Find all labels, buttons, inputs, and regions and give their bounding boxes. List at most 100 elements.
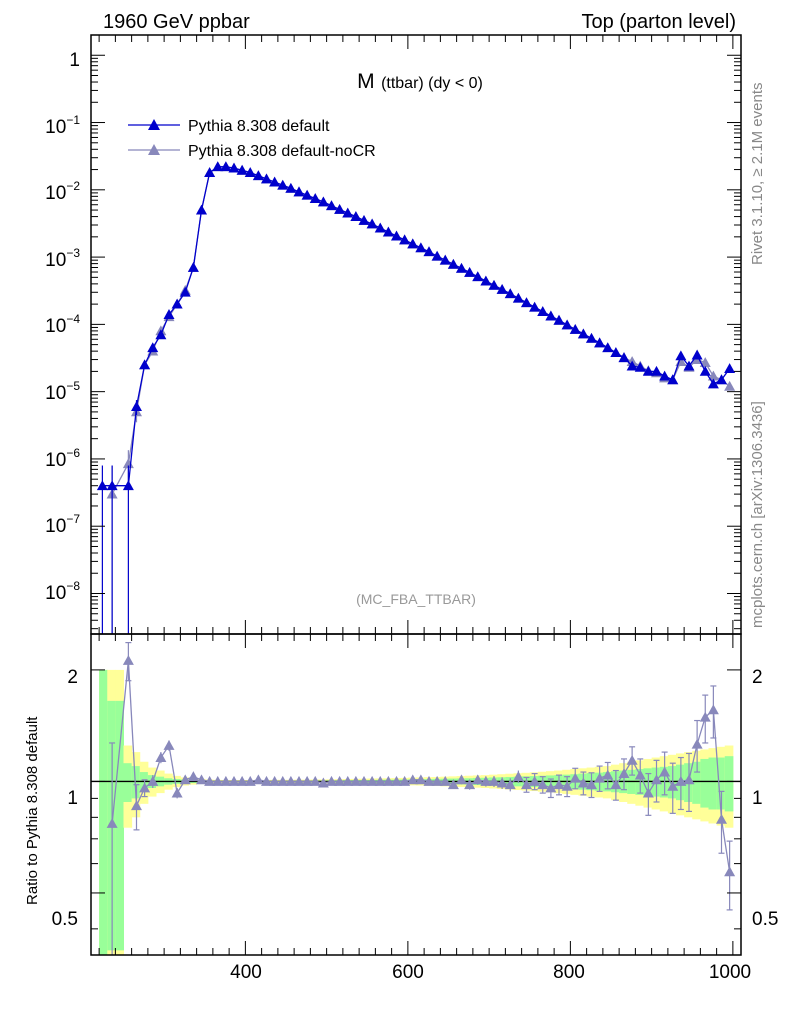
data-point [472,271,484,282]
ratio-point [423,775,435,786]
ratio-point [374,775,386,786]
data-point [244,167,256,178]
data-point [96,480,108,491]
side-mcplots-label: mcplots.cern.ch [arXiv:1306.3436] [749,401,766,628]
ratio-point [651,774,662,785]
data-point [480,275,492,286]
ratio-point [659,766,671,777]
ratio-y-tick-labels: 2 1 0.5 2 1 0.5 [52,667,779,930]
data-point [683,360,695,371]
y-tick-label-1e-4: 10−4 [45,312,80,337]
ratio-point [667,780,679,791]
ratio-point [716,813,727,824]
data-point [529,301,541,312]
ratio-point [382,775,394,786]
ratio-y-axis-label: Ratio to Pythia 8.308 default [24,716,41,905]
data-point [577,328,589,339]
ratio-plot-frame [90,633,742,956]
data-point [610,347,622,358]
data-point [561,319,573,330]
ratio-point [561,780,573,791]
ratio-y-tick-label-05-right: 0.5 [752,909,778,930]
ratio-point [399,775,411,786]
ratio-point [699,711,711,722]
data-point [317,196,329,207]
ratio-point [407,774,419,785]
data-point [569,323,581,334]
data-point [634,361,646,372]
ratio-y-tick-label-05-left: 0.5 [52,909,78,930]
ratio-point [439,775,451,786]
band-inner-bin [99,669,108,955]
ratio-point [252,774,264,785]
ratio-point [122,655,134,665]
ratio-point [139,782,151,793]
legend: Pythia 8.308 default Pythia 8.308 defaul… [128,118,376,160]
ratio-point [683,774,695,785]
ratio-uncertainty-band [99,669,734,955]
ratio-point [529,775,541,786]
data-point [488,279,500,290]
data-point [228,162,240,173]
data-point [456,262,467,273]
data-point [122,480,134,491]
data-point [277,179,289,190]
ratio-point [602,769,614,780]
ratio-point [269,775,281,786]
band-inner-bin [692,761,701,804]
legend-label-default: Pythia 8.308 default [188,118,330,135]
data-point [537,306,549,316]
x-tick-labels: 400 600 800 1000 [230,962,751,983]
ratio-point [504,779,516,790]
data-point [439,254,451,265]
data-point [626,360,638,371]
band-inner-bin [700,758,709,808]
ratio-point [244,775,256,786]
data-point [602,342,614,353]
ratio-point [577,777,589,788]
data-point [350,211,362,221]
ratio-point [431,775,443,786]
data-point [326,200,337,211]
data-point [382,226,394,237]
data-point [642,365,654,376]
ratio-point [512,771,524,782]
ratio-point [391,775,402,786]
data-point [553,314,565,325]
x-tick-label-1000: 1000 [709,962,751,983]
data-point [285,182,297,193]
ratio-point [553,779,565,790]
data-point [179,286,191,297]
ratio-point [212,775,224,786]
ratio-point [707,704,719,715]
legend-marker-default [148,119,160,130]
ratio-y-tick-label-1-right: 1 [752,788,763,809]
data-point [399,234,411,245]
data-point [675,350,687,361]
axis-ticks [91,34,741,955]
ratio-point [228,775,240,786]
data-point [423,246,435,257]
band-inner-bin [708,757,718,810]
data-point [464,267,476,277]
ratio-point [537,779,549,790]
header-process-label: Top (parton level) [581,11,736,33]
band-inner-bin [716,757,726,810]
data-point [196,204,207,215]
data-point [691,349,703,360]
ratio-point [545,782,557,793]
data-point [651,365,662,376]
data-point [342,207,354,218]
ratio-point [472,774,484,785]
data-point [716,374,727,385]
ratio-point [350,775,362,786]
data-point [618,352,630,363]
ratio-point [480,775,492,786]
data-point [147,342,159,353]
ratio-y-tick-label-2-left: 2 [67,667,78,688]
data-point [667,374,679,385]
ratio-point [131,800,142,811]
band-inner-bin [131,766,141,799]
data-point [407,238,419,249]
x-tick-label-600: 600 [392,962,424,983]
